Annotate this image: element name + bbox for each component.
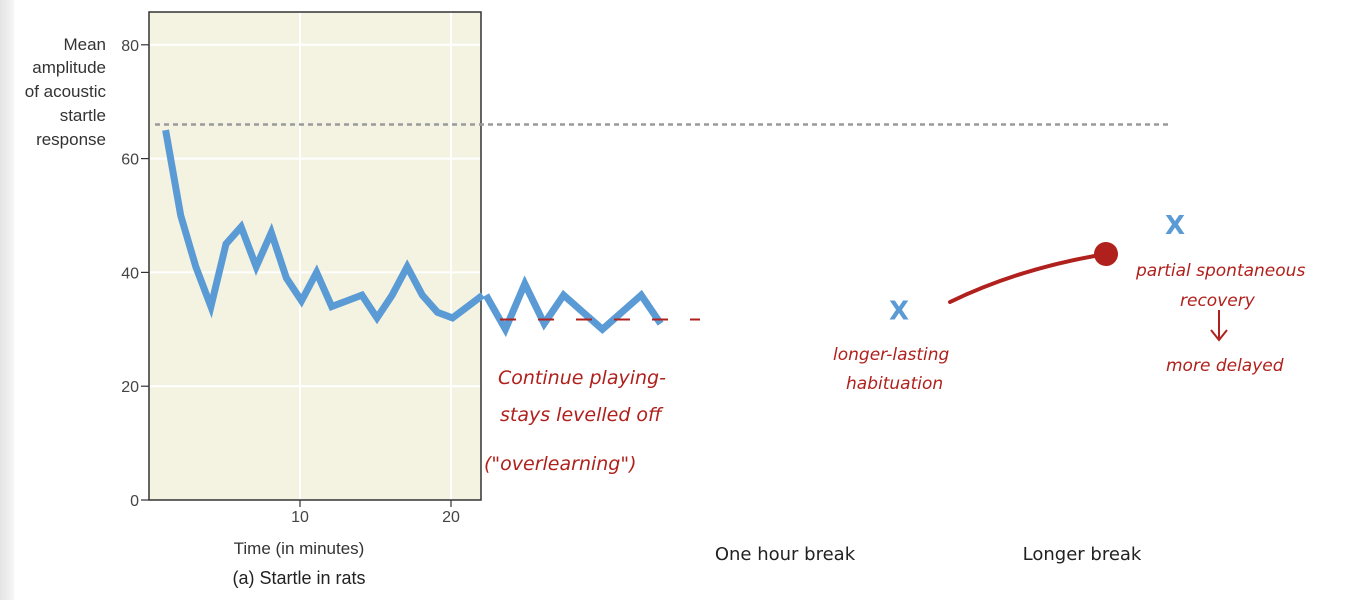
- annotation-continue-2: stays levelled off: [500, 404, 664, 426]
- recovery-mark-hour: X: [889, 296, 909, 326]
- y-tick-label: 40: [121, 265, 139, 282]
- plot-background: [149, 12, 481, 500]
- annotation-hour-2: habituation: [846, 374, 943, 394]
- annotation-continue-3: ("overlearning"): [484, 453, 637, 475]
- y-tick-label: 20: [121, 379, 139, 396]
- annotation-continue-1: Continue playing-: [498, 367, 666, 389]
- ylabel-line: startle: [60, 106, 106, 125]
- annotation-hour-1: longer-lasting: [833, 345, 950, 365]
- annotation-longer-1: partial spontaneous: [1135, 261, 1305, 281]
- break-label-hour: One hour break: [715, 544, 856, 565]
- x-tick-label: 20: [442, 509, 460, 526]
- x-tick-label: 10: [291, 509, 309, 526]
- plot-frame: [148, 11, 482, 501]
- annotation-longer-3: more delayed: [1166, 356, 1284, 376]
- ylabel-line: amplitude: [32, 58, 106, 77]
- y-tick-label: 80: [121, 38, 139, 55]
- annotation-arrow: [948, 242, 1118, 304]
- ylabel-line: Mean: [63, 35, 106, 54]
- window-edge: [0, 0, 14, 600]
- chart-caption: (a) Startle in rats: [232, 568, 365, 588]
- recovery-mark-longer: X: [1165, 211, 1185, 241]
- down-arrow-icon: [1210, 310, 1228, 342]
- ylabel-line: of acoustic: [25, 82, 107, 101]
- break-label-longer: Longer break: [1023, 544, 1142, 565]
- annotation-longer-2: recovery: [1180, 291, 1256, 311]
- xlabel: Time (in minutes): [234, 539, 365, 558]
- y-tick-label: 0: [130, 493, 139, 510]
- series-line: [162, 129, 485, 325]
- axis-ticks: 0 20 40 60 80 10 20: [121, 38, 460, 526]
- ylabel-line: response: [36, 130, 106, 149]
- continuation-line: [482, 275, 664, 338]
- y-tick-label: 60: [121, 152, 139, 169]
